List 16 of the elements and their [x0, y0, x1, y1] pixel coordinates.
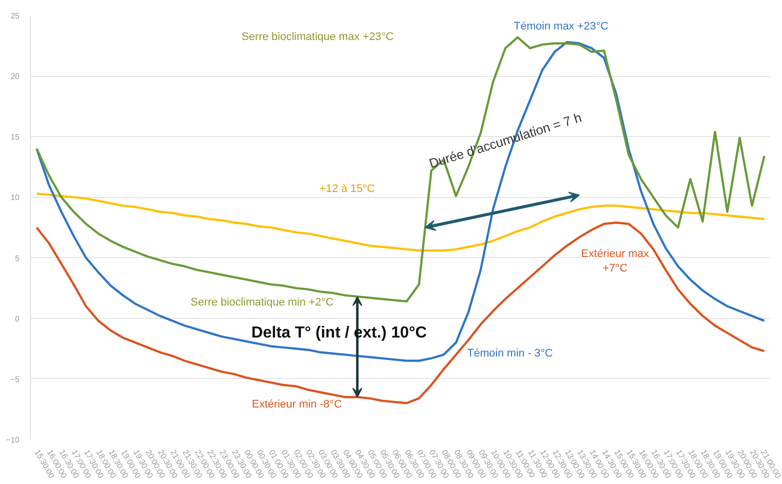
y-tick-label: 0 [15, 314, 20, 324]
y-tick-label: −5 [10, 374, 20, 384]
y-tick-label: −10 [6, 436, 20, 444]
y-tick-label: 15 [10, 132, 20, 142]
annotation: Témoin max +23°C [514, 20, 608, 33]
annotation: Serre bioclimatique min +2°C [190, 296, 334, 309]
annotation: Serre bioclimatique max +23°C [242, 31, 394, 44]
y-tick-label: 20 [10, 72, 20, 82]
annotation: Extérieur max +7°C [581, 248, 650, 275]
line-series [36, 41, 766, 362]
annotation: Extérieur min -8°C [252, 398, 342, 410]
annotation: Témoin min - 3°C [467, 347, 553, 360]
y-tick-label: 25 [10, 12, 20, 20]
y-tick-label: 5 [15, 254, 20, 263]
annotation: +12 à 15°C [319, 182, 376, 195]
y-tick-label: 10 [10, 193, 20, 202]
